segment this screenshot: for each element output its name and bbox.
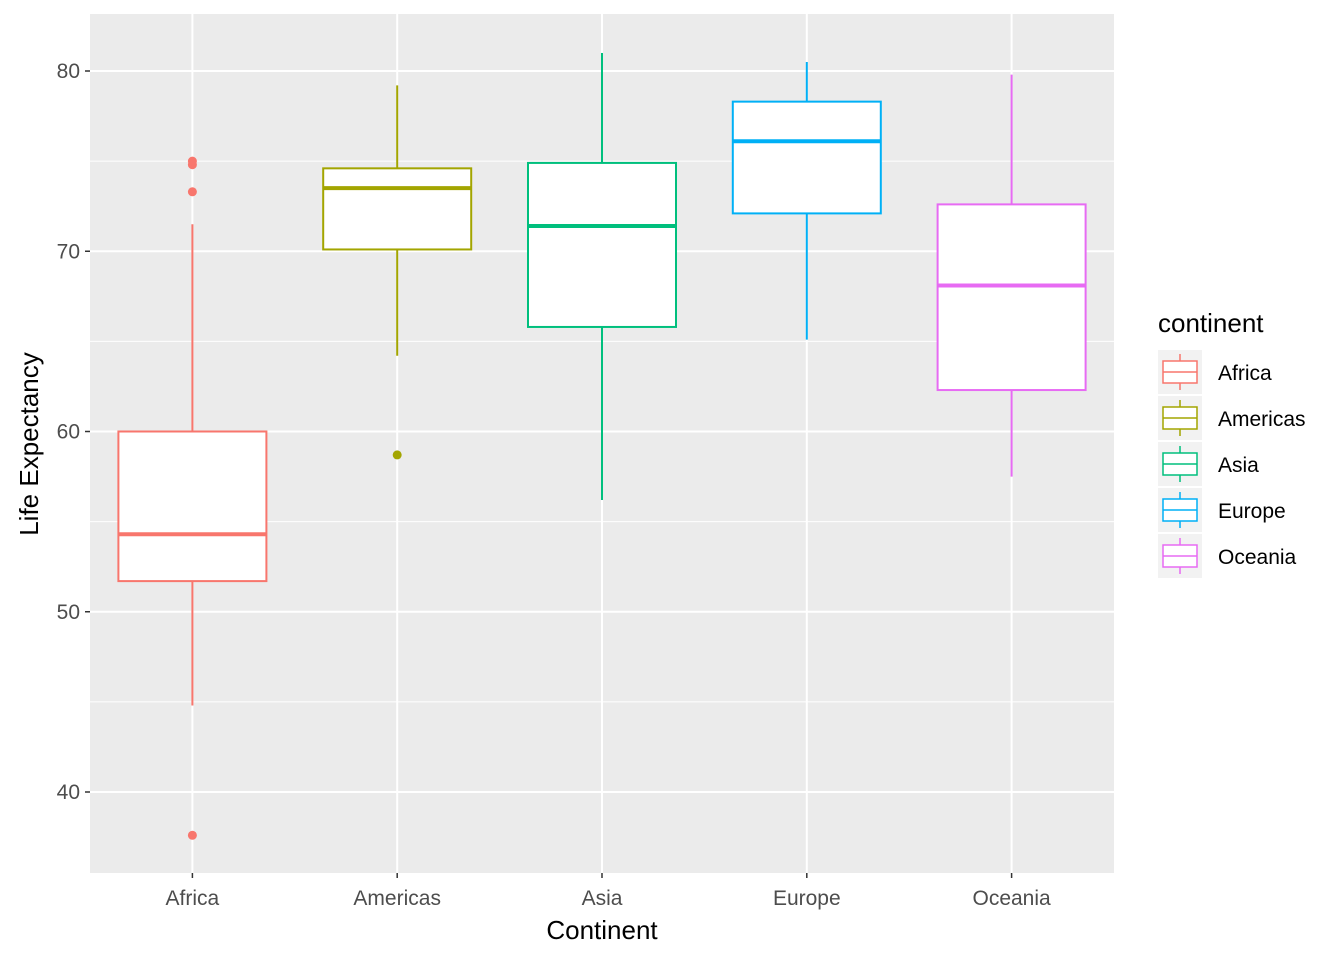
legend-item-europe: Europe bbox=[1158, 488, 1286, 532]
legend-label: Oceania bbox=[1218, 546, 1297, 569]
x-tick-label: Europe bbox=[773, 887, 841, 910]
box bbox=[527, 161, 677, 328]
x-axis: Africa Americas Asia Europe Oceania bbox=[166, 873, 1051, 910]
boxplot-europe bbox=[731, 61, 882, 340]
boxplot-americas bbox=[322, 85, 473, 460]
legend-item-asia: Asia bbox=[1158, 442, 1259, 486]
outlier-point bbox=[187, 156, 197, 166]
legend-label: Europe bbox=[1218, 500, 1286, 523]
outlier-point bbox=[392, 450, 402, 460]
boxplot-africa bbox=[117, 156, 268, 840]
boxplot-oceania bbox=[936, 74, 1087, 477]
x-tick-label: Oceania bbox=[972, 887, 1051, 910]
legend: continent Africa Americas Asia Europe Oceani… bbox=[1158, 308, 1306, 578]
y-tick-label: 50 bbox=[57, 601, 80, 624]
y-tick-label: 80 bbox=[57, 60, 80, 83]
legend-item-africa: Africa bbox=[1158, 350, 1272, 394]
y-axis-title: Life Expectancy bbox=[14, 352, 44, 536]
y-axis: 40 50 60 70 80 bbox=[57, 60, 90, 804]
box bbox=[936, 203, 1087, 392]
x-tick-label: Americas bbox=[353, 887, 441, 910]
boxplots bbox=[117, 52, 1087, 840]
outlier-point bbox=[187, 187, 197, 197]
legend-title: continent bbox=[1158, 308, 1264, 338]
y-tick-label: 40 bbox=[57, 781, 80, 804]
box bbox=[117, 430, 268, 583]
x-tick-label: Asia bbox=[582, 887, 623, 910]
x-axis-title: Continent bbox=[546, 915, 658, 945]
y-tick-label: 60 bbox=[57, 421, 80, 444]
legend-label: Africa bbox=[1218, 362, 1272, 385]
y-tick-label: 70 bbox=[57, 240, 80, 263]
legend-item-oceania: Oceania bbox=[1158, 534, 1297, 578]
outlier-point bbox=[187, 830, 197, 840]
box bbox=[731, 100, 882, 215]
legend-label: Americas bbox=[1218, 408, 1306, 431]
box bbox=[322, 167, 473, 251]
x-tick-label: Africa bbox=[166, 887, 220, 910]
legend-item-americas: Americas bbox=[1158, 396, 1306, 440]
legend-label: Asia bbox=[1218, 454, 1259, 477]
boxplot-asia bbox=[527, 52, 677, 500]
